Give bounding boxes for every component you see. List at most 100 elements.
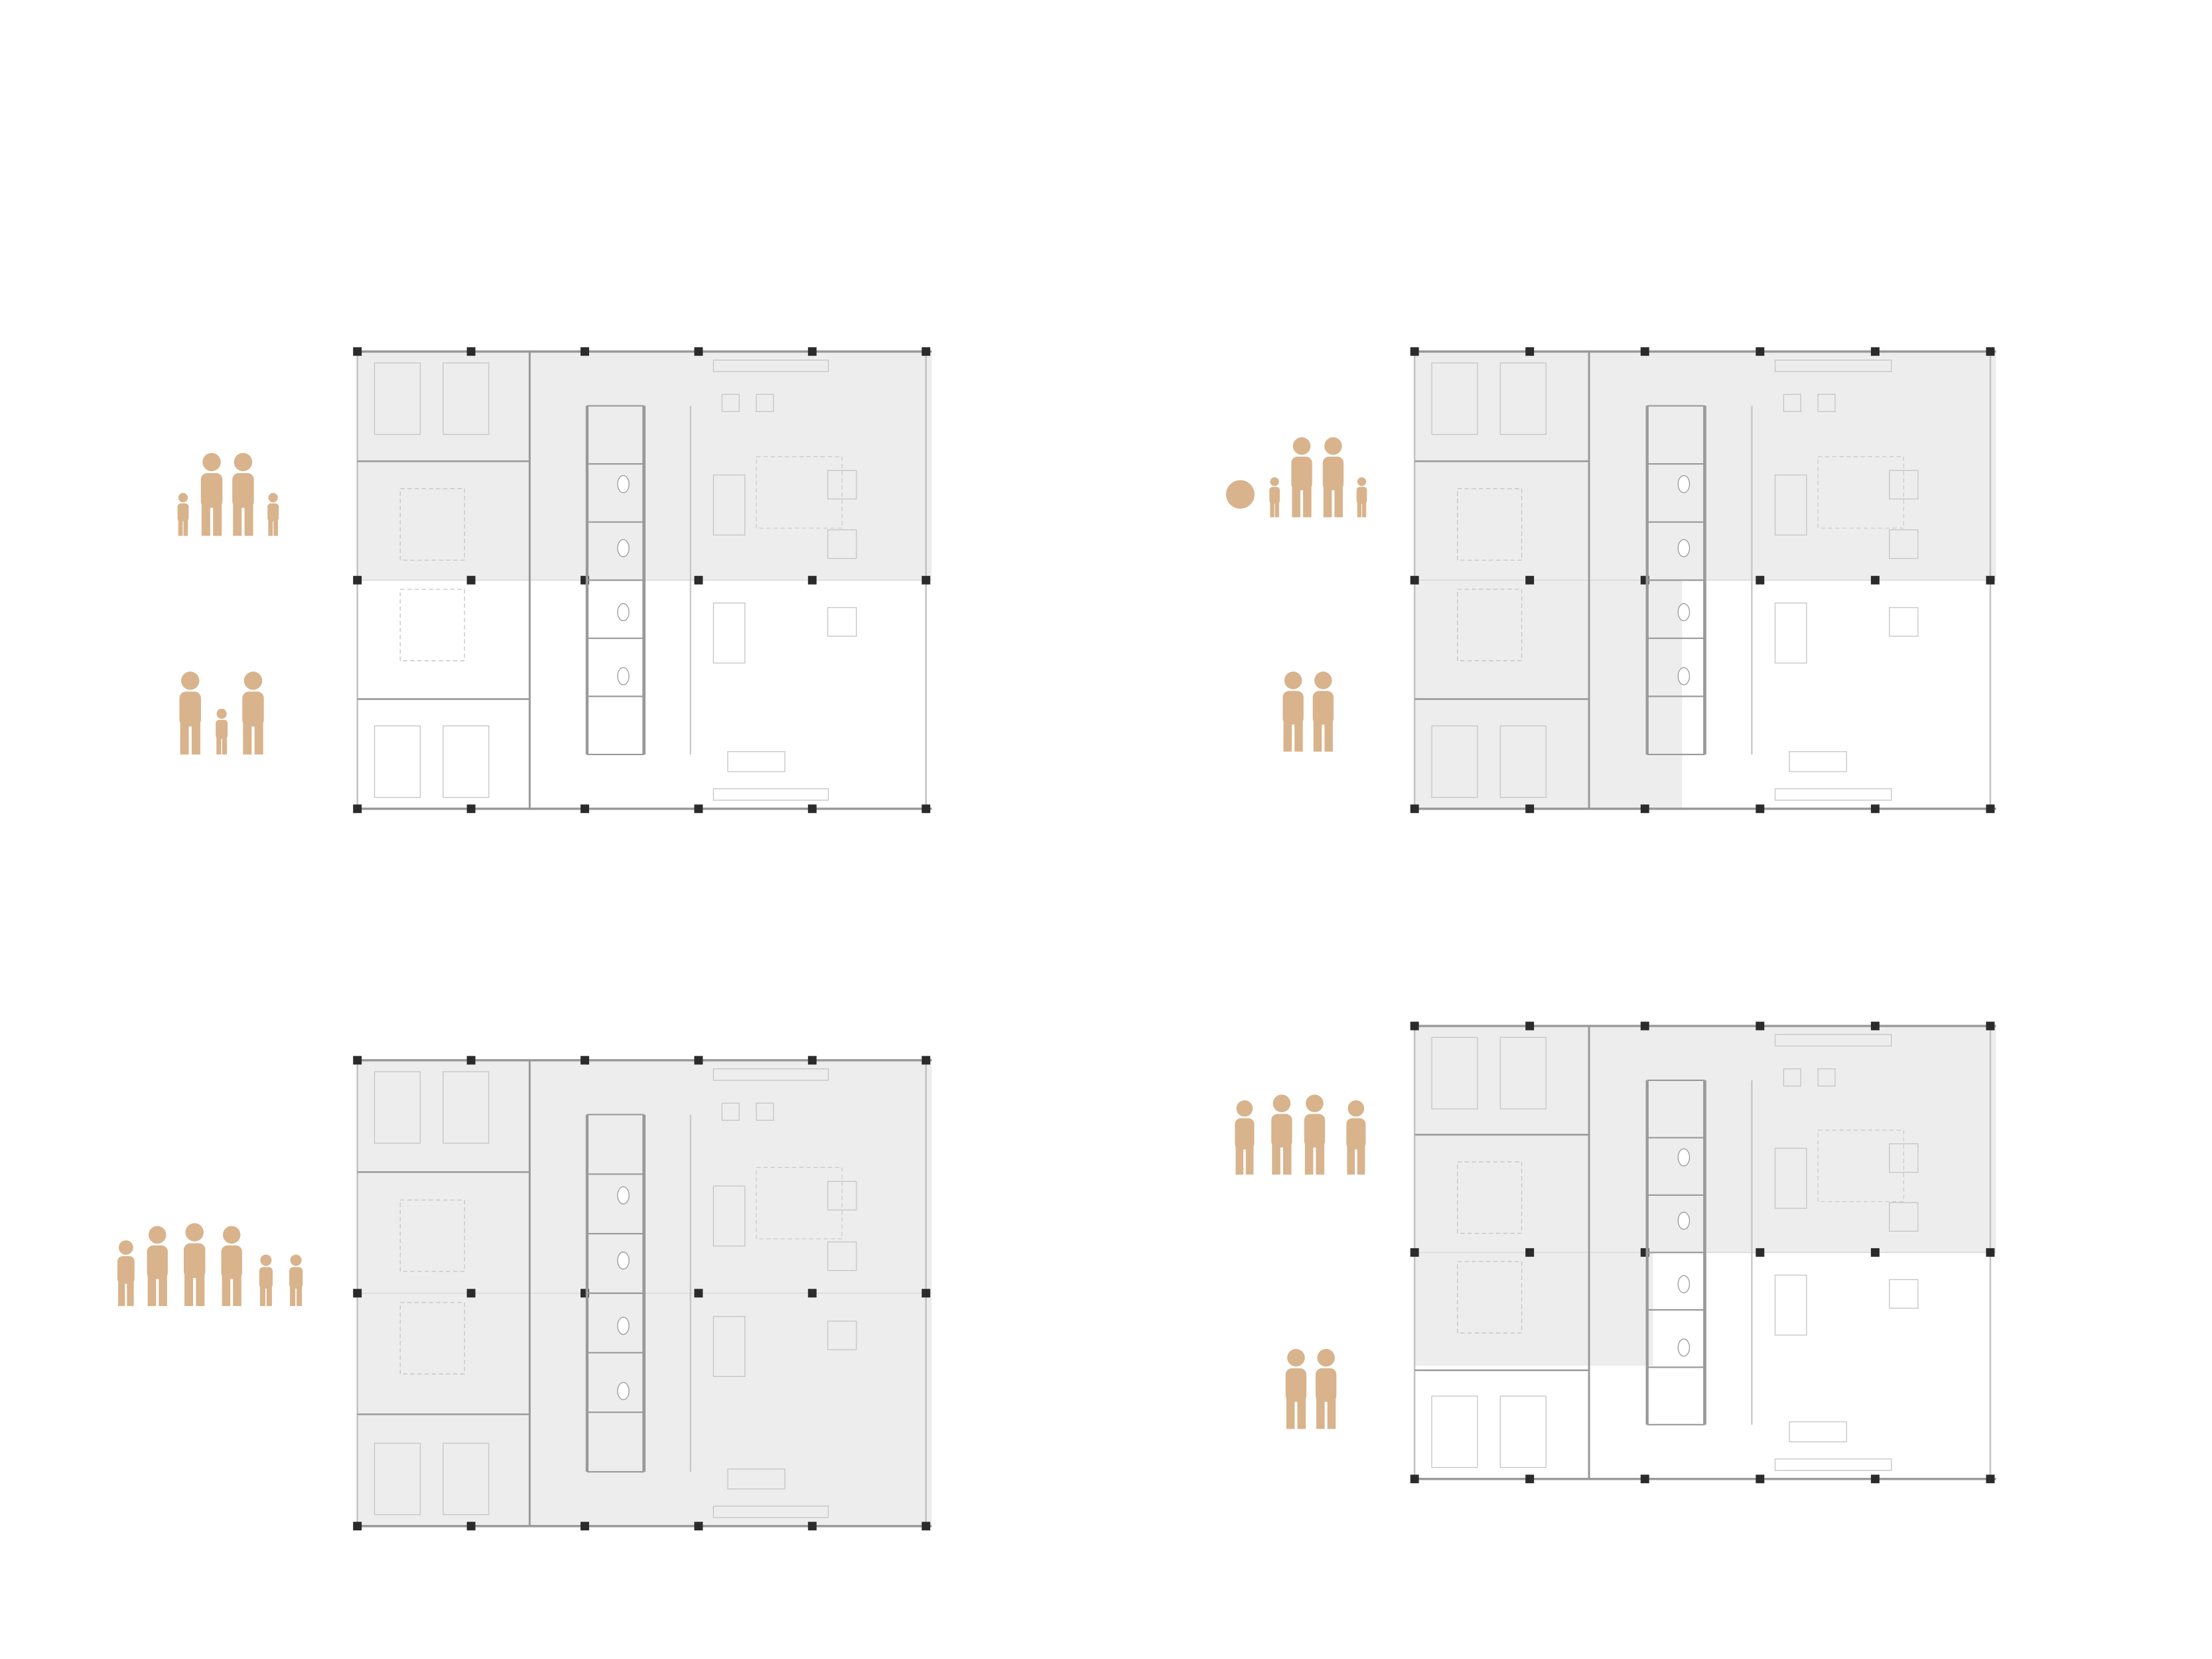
head — [260, 1254, 272, 1266]
bed — [443, 1443, 490, 1516]
leg — [233, 1275, 242, 1307]
column — [807, 575, 817, 585]
sofa — [1774, 1274, 1807, 1336]
leg — [1283, 721, 1292, 752]
bed — [374, 362, 421, 435]
toilet — [1677, 1275, 1691, 1293]
toilet — [1677, 1148, 1691, 1167]
person-icon — [1322, 437, 1344, 518]
person-icon — [242, 672, 264, 755]
leg — [266, 1286, 272, 1307]
leg — [268, 520, 273, 536]
column — [353, 347, 362, 356]
leg — [297, 1286, 303, 1307]
torso — [1312, 691, 1334, 725]
head — [268, 492, 278, 503]
leg — [183, 520, 188, 536]
column — [694, 804, 703, 814]
leg — [127, 1281, 134, 1307]
head — [1357, 477, 1367, 486]
torso — [117, 1256, 135, 1284]
column — [1410, 1475, 1419, 1484]
column — [1870, 1021, 1880, 1031]
person-icon — [216, 709, 228, 755]
person-icon — [259, 1254, 273, 1307]
bed — [1431, 1037, 1478, 1110]
leg — [147, 1275, 157, 1307]
column — [1410, 1248, 1419, 1257]
column — [807, 1056, 817, 1065]
leg — [201, 504, 210, 536]
chair — [721, 394, 740, 412]
column — [694, 1056, 703, 1065]
column — [922, 1289, 931, 1298]
dining-table — [727, 1468, 786, 1490]
column — [694, 575, 703, 585]
torso — [183, 1243, 206, 1278]
armchair — [1889, 1143, 1919, 1173]
sofa — [713, 1185, 746, 1247]
leg — [243, 723, 252, 755]
head — [1306, 1094, 1324, 1112]
leg — [1357, 502, 1361, 518]
torso — [1269, 486, 1280, 504]
column — [581, 804, 589, 814]
column — [1410, 1021, 1419, 1031]
toilet — [617, 1186, 630, 1204]
person-icon — [1312, 672, 1334, 752]
leg — [180, 723, 189, 755]
column — [1756, 347, 1765, 356]
column — [1986, 1248, 1995, 1257]
leg — [184, 1274, 194, 1307]
counter — [1774, 1458, 1892, 1471]
toilet — [1677, 539, 1691, 557]
rug — [756, 456, 843, 529]
column — [581, 347, 589, 356]
person-icon — [1315, 1348, 1337, 1429]
leg — [1235, 1146, 1244, 1175]
column — [1986, 575, 1995, 585]
head — [290, 1254, 302, 1266]
torso — [1271, 1114, 1292, 1148]
leg — [1286, 1398, 1295, 1429]
toilet — [1677, 474, 1691, 494]
person-icon — [289, 1254, 303, 1307]
bed — [1499, 362, 1547, 435]
head — [1284, 672, 1302, 689]
person-icon — [1285, 1348, 1307, 1429]
column — [922, 1056, 931, 1065]
bed — [374, 725, 421, 798]
counter — [713, 788, 829, 801]
sofa — [713, 474, 746, 536]
leg — [178, 520, 183, 536]
floor-area — [1653, 580, 1683, 809]
leg — [1327, 1398, 1336, 1429]
chair — [1817, 394, 1836, 412]
torso — [1304, 1114, 1326, 1148]
column — [466, 804, 476, 814]
leg — [1304, 1144, 1314, 1175]
person-icon — [221, 1226, 242, 1307]
column — [466, 1056, 476, 1065]
head — [1273, 1094, 1291, 1112]
torso — [200, 472, 223, 508]
column — [581, 1056, 589, 1065]
armchair — [827, 1321, 857, 1350]
torso — [1285, 1368, 1307, 1402]
bed — [1457, 488, 1523, 561]
head — [1317, 1348, 1335, 1367]
leg — [1324, 721, 1333, 752]
person-icon — [1235, 1100, 1255, 1175]
torso — [1235, 1118, 1255, 1150]
torso — [221, 1245, 242, 1279]
leg — [222, 1275, 231, 1307]
leg — [244, 504, 253, 536]
torso — [179, 691, 201, 727]
chair — [721, 1102, 740, 1121]
armchair — [1889, 470, 1919, 500]
column — [1525, 1475, 1535, 1484]
chair — [756, 1102, 774, 1121]
column — [466, 347, 476, 356]
